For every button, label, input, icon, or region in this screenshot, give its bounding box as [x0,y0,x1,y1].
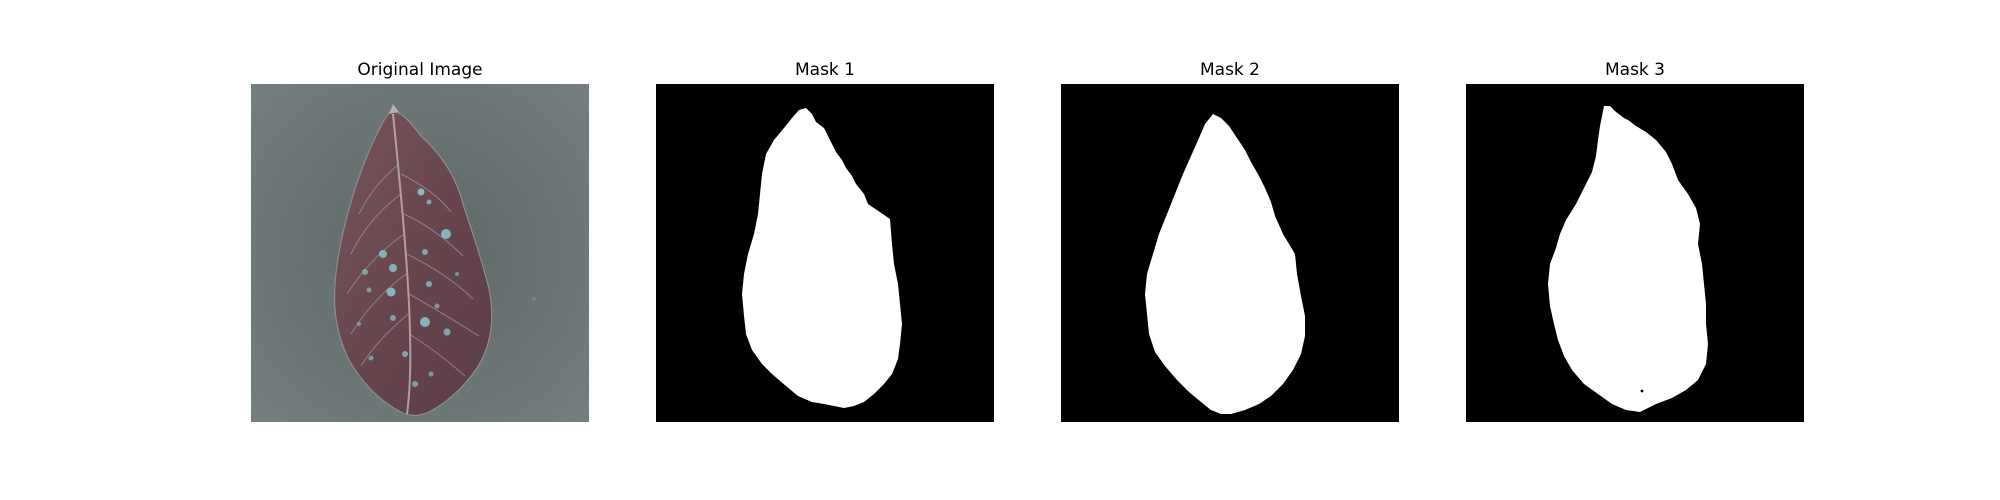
leaf-blade [333,109,493,416]
leaf-photo-svg [251,84,589,422]
mask-3-image [1466,84,1804,422]
leaf-tip [389,104,399,114]
mask-2-image [1061,84,1399,422]
mask-3-speck [1636,384,1640,388]
mask-2-svg [1061,84,1399,422]
mask-1-svg [656,84,994,422]
mask-3-svg [1466,84,1804,422]
mask-2-leaf-region [1145,114,1305,414]
leaf-spots [357,188,459,387]
mask-1-image [656,84,994,422]
original-leaf-photo [251,84,589,422]
background-speck [532,297,536,301]
leaf-veins [346,163,480,377]
panel-title: Original Image [357,60,483,80]
panel-title: Mask 3 [1604,60,1665,80]
panel-title: Mask 2 [1199,60,1260,80]
panel-title: Mask 1 [794,60,855,80]
mask-1-leaf-region [742,108,902,408]
mask-3-hole [1640,389,1644,393]
mask-3-leaf-region [1548,106,1708,412]
